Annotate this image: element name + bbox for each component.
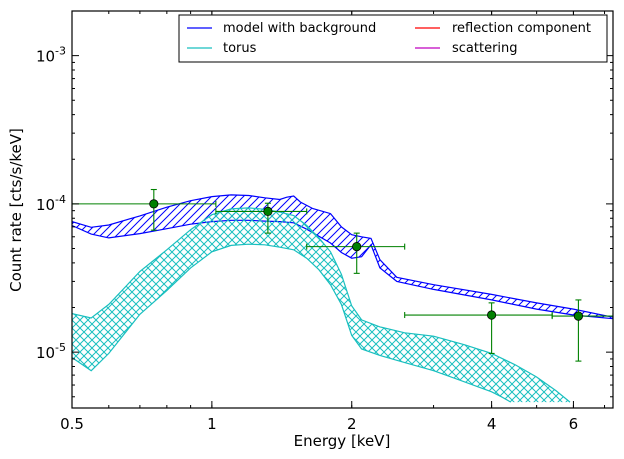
x-tick-label: 2 bbox=[347, 415, 357, 433]
x-tick-label: 4 bbox=[487, 415, 497, 433]
x-tick-label: 0.5 bbox=[60, 415, 84, 433]
legend-label-reflection: reflection component bbox=[452, 21, 591, 36]
data-marker bbox=[352, 242, 362, 252]
data-marker bbox=[573, 311, 584, 321]
data-marker bbox=[149, 199, 159, 209]
data-point bbox=[72, 188, 217, 231]
x-tick-label: 6 bbox=[569, 415, 579, 433]
model-with-background-upper-line bbox=[72, 194, 613, 318]
legend-box bbox=[178, 14, 608, 63]
torus-upper-line bbox=[72, 207, 571, 403]
y-axis-label: Count rate [cts/s/keV] bbox=[7, 128, 25, 292]
legend: model with background torus reflection c… bbox=[178, 14, 608, 63]
y-tick-label: 10-3 bbox=[36, 45, 66, 66]
data-point bbox=[306, 232, 406, 274]
plot-frame bbox=[71, 10, 614, 409]
torus-band bbox=[72, 207, 570, 403]
axis-ticks: 0.5 1 2 4 6 10-5 10-4 10-3 bbox=[36, 10, 613, 433]
legend-label-torus: torus bbox=[223, 41, 257, 56]
data-marker bbox=[263, 206, 273, 216]
x-tick-label: 1 bbox=[207, 415, 217, 433]
x-axis-label: Energy [keV] bbox=[294, 432, 391, 450]
legend-label-scattering: scattering bbox=[452, 41, 518, 56]
data-points-layer bbox=[72, 188, 613, 362]
legend-label-model: model with background bbox=[223, 21, 376, 36]
data-point bbox=[215, 202, 308, 234]
torus-lower-line bbox=[72, 243, 512, 403]
series-layer bbox=[72, 194, 613, 403]
y-tick-label: 10-5 bbox=[36, 341, 66, 362]
y-tick-label: 10-4 bbox=[36, 193, 66, 214]
data-marker bbox=[487, 310, 497, 320]
data-point bbox=[551, 299, 613, 362]
data-point bbox=[404, 302, 553, 354]
